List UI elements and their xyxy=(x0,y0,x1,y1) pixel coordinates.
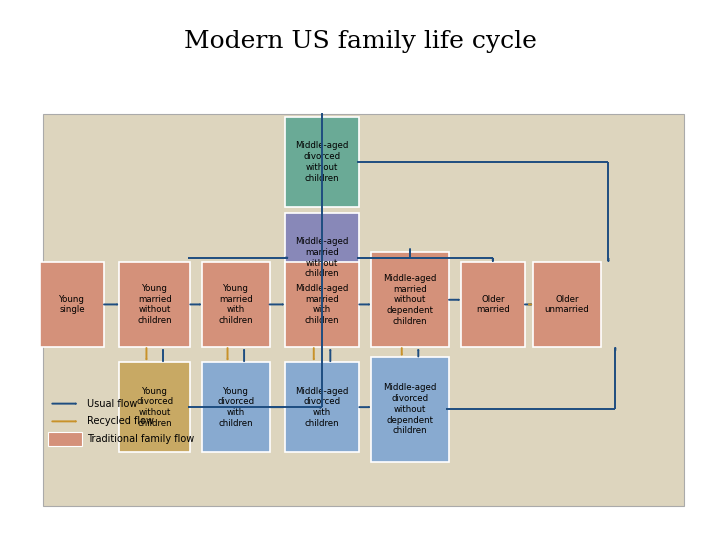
Text: Middle-aged
married
without
children: Middle-aged married without children xyxy=(295,237,348,279)
FancyBboxPatch shape xyxy=(120,262,190,347)
FancyBboxPatch shape xyxy=(285,117,359,207)
FancyBboxPatch shape xyxy=(202,362,269,452)
Text: Young
single: Young single xyxy=(59,294,85,314)
FancyBboxPatch shape xyxy=(371,357,449,462)
FancyBboxPatch shape xyxy=(120,362,190,452)
Text: Young
divorced
with
children: Young divorced with children xyxy=(217,387,254,428)
FancyBboxPatch shape xyxy=(285,262,359,347)
Text: Young
married
with
children: Young married with children xyxy=(218,284,253,325)
Text: Recycled flow: Recycled flow xyxy=(87,416,155,427)
Text: Traditional family flow: Traditional family flow xyxy=(87,434,194,444)
FancyBboxPatch shape xyxy=(48,432,82,445)
Text: Middle-aged
divorced
with
children: Middle-aged divorced with children xyxy=(295,387,348,428)
Text: Middle-aged
married
without
dependent
children: Middle-aged married without dependent ch… xyxy=(383,274,437,326)
FancyBboxPatch shape xyxy=(534,262,600,347)
FancyBboxPatch shape xyxy=(42,114,684,507)
Text: Older
married: Older married xyxy=(476,294,510,314)
FancyBboxPatch shape xyxy=(461,262,525,347)
Text: Usual flow: Usual flow xyxy=(87,399,138,409)
Text: Modern US family life cycle: Modern US family life cycle xyxy=(184,30,536,53)
FancyBboxPatch shape xyxy=(371,252,449,347)
Text: Middle-aged
divorced
without
children: Middle-aged divorced without children xyxy=(295,141,348,183)
Text: Middle-aged
married
with
children: Middle-aged married with children xyxy=(295,284,348,325)
FancyBboxPatch shape xyxy=(202,262,269,347)
Text: Young
divorced
without
children: Young divorced without children xyxy=(136,387,174,428)
FancyBboxPatch shape xyxy=(40,262,104,347)
Text: Young
married
without
children: Young married without children xyxy=(138,284,172,325)
Text: Middle-aged
divorced
without
dependent
children: Middle-aged divorced without dependent c… xyxy=(383,383,437,435)
FancyBboxPatch shape xyxy=(285,362,359,452)
FancyBboxPatch shape xyxy=(285,213,359,303)
Text: Older
unmarried: Older unmarried xyxy=(544,294,590,314)
